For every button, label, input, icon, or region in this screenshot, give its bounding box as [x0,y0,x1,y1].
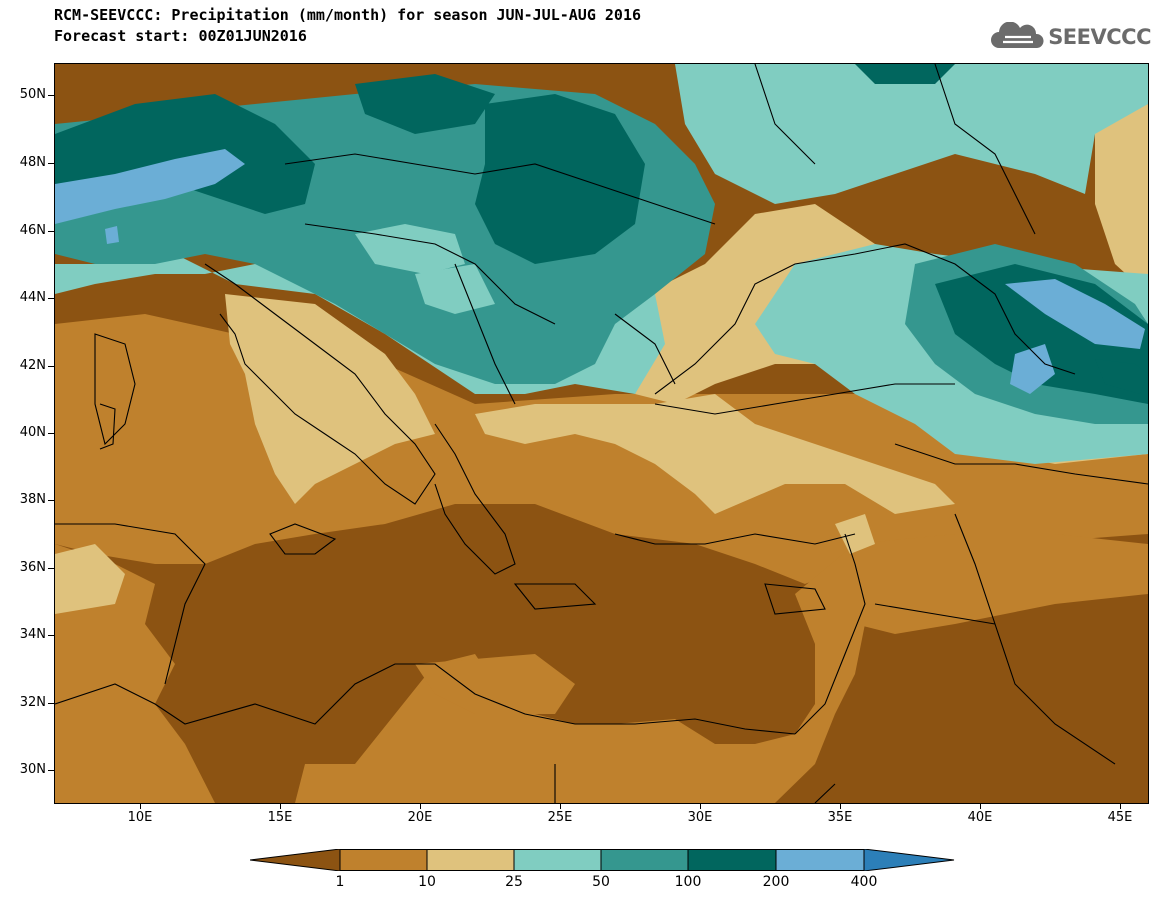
logo-text: SEEVCCC [1048,25,1151,49]
lat-label: 34N [19,627,46,642]
precipitation-map [54,63,1149,804]
lat-label: 36N [19,560,46,575]
colorbar-swatch [426,849,515,871]
colorbar-swatch [863,849,955,871]
colorbar-swatch [513,849,602,871]
lat-label: 50N [19,87,46,102]
lat-label: 40N [19,425,46,440]
lon-label: 35E [827,810,853,825]
lon-label: 20E [407,810,433,825]
lat-label: 44N [19,290,46,305]
colorbar-label: 25 [505,874,523,890]
colorbar-swatch [775,849,865,871]
map-title: RCM-SEEVCCC: Precipitation (mm/month) fo… [54,6,641,24]
colorbar-label: 200 [762,874,790,890]
lon-label: 15E [267,810,293,825]
lon-label: 25E [547,810,573,825]
cloud-icon [991,22,1044,48]
colorbar-swatch [250,849,341,871]
lat-label: 30N [19,762,46,777]
lat-label: 48N [19,155,46,170]
forecast-start-label: Forecast start: 00Z01JUN2016 [54,27,307,45]
lat-label: 42N [19,358,46,373]
seevccc-logo: SEEVCCC [989,22,1151,52]
lon-label: 40E [967,810,993,825]
lat-label: 38N [19,492,46,507]
colorbar-swatch [600,849,689,871]
lon-label: 45E [1107,810,1133,825]
colorbar-swatch [339,849,428,871]
colorbar-label: 10 [418,874,436,890]
lat-label: 46N [19,223,46,238]
precipitation-field [55,64,1148,803]
colorbar-swatch [687,849,777,871]
colorbar [250,849,955,871]
colorbar-label: 50 [592,874,610,890]
colorbar-label: 1 [335,874,345,890]
lon-label: 10E [127,810,153,825]
colorbar-label: 400 [850,874,878,890]
colorbar-label: 100 [674,874,702,890]
lon-label: 30E [687,810,713,825]
lat-label: 32N [19,695,46,710]
